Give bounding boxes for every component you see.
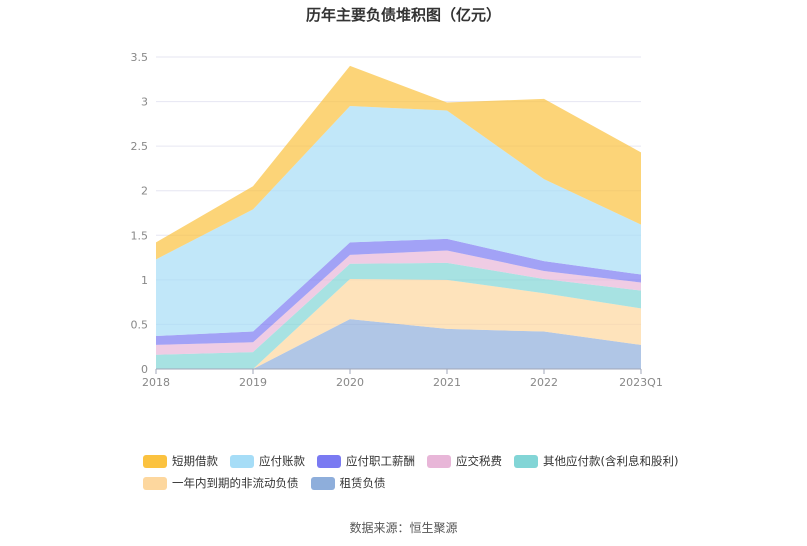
legend: 短期借款 应付账款 应付职工薪酬 应交税费 其他应付款(含利息和股利) 一年内到期的非流…	[143, 450, 703, 494]
legend-swatch	[317, 454, 341, 468]
area-series-2	[156, 238, 641, 345]
y-tick-label: 3.5	[131, 51, 149, 64]
legend-label: 其他应付款(含利息和股利)	[543, 454, 679, 468]
x-tick-label: 2018	[142, 376, 170, 389]
y-tick-label: 1	[141, 274, 148, 287]
x-tick-label: 2023Q1	[619, 376, 663, 389]
legend-item[interactable]: 应付账款	[230, 453, 305, 469]
y-tick-label: 2	[141, 185, 148, 198]
y-tick-label: 2.5	[131, 140, 149, 153]
area-series-5	[156, 278, 641, 369]
x-tick-label: 2019	[239, 376, 267, 389]
legend-item[interactable]: 一年内到期的非流动负债	[143, 475, 299, 491]
y-tick-label: 3	[141, 96, 148, 109]
legend-label: 应付职工薪酬	[346, 454, 415, 468]
legend-swatch	[230, 454, 254, 468]
legend-label: 租赁负债	[339, 476, 386, 490]
area-series-0	[156, 65, 641, 260]
chart-title: 历年主要负债堆积图（亿元）	[305, 6, 501, 24]
area-series-6	[156, 319, 641, 369]
x-tick-label: 2022	[530, 376, 558, 389]
legend-item[interactable]: 应付职工薪酬	[317, 453, 415, 469]
legend-swatch	[427, 454, 451, 468]
legend-label: 应交税费	[456, 454, 502, 468]
area-series-3	[156, 250, 641, 355]
legend-swatch	[310, 476, 335, 490]
stacked-area-chart: 0 0.5 1 1.5 2 2.5 3 3.5 2018 2019 2020 2021 2022 2023…	[131, 51, 663, 389]
x-tick-label: 2021	[433, 376, 461, 389]
legend-item[interactable]: 短期借款	[143, 453, 218, 469]
area-series-4	[156, 262, 641, 369]
legend-swatch	[514, 454, 538, 468]
y-tick-label: 0.5	[131, 318, 149, 331]
y-tick-label: 0	[141, 363, 148, 376]
legend-item[interactable]: 应交税费	[427, 453, 502, 469]
legend-item[interactable]: 租赁负债	[310, 475, 386, 491]
x-tick-label: 2020	[336, 376, 364, 389]
area-series-1	[156, 106, 641, 337]
legend-label: 应付账款	[259, 454, 305, 468]
legend-label: 一年内到期的非流动负债	[172, 476, 299, 490]
y-tick-label: 1.5	[131, 229, 149, 242]
legend-item[interactable]: 其他应付款(含利息和股利)	[514, 453, 678, 469]
legend-swatch	[143, 476, 167, 490]
legend-swatch	[143, 454, 167, 468]
data-source: 数据来源：恒生聚源	[349, 521, 458, 535]
legend-label: 短期借款	[172, 454, 218, 468]
